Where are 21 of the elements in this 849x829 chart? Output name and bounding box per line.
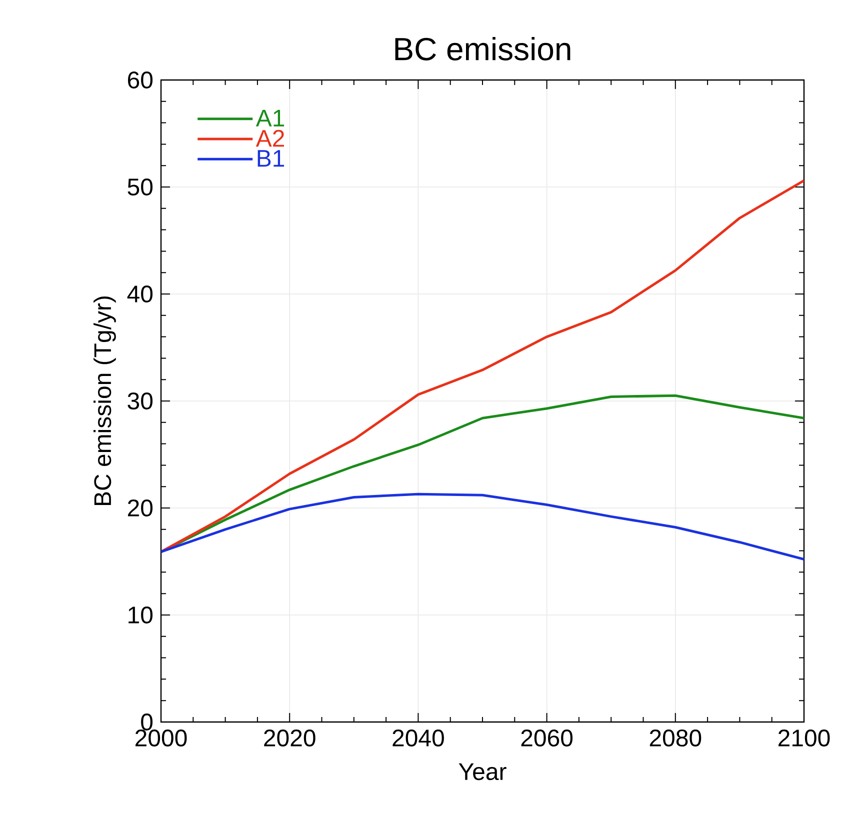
x-tick-label: 2060 [521,730,573,747]
y-axis-title: BC emission (Tg/yr) [94,296,116,506]
x-tick-label: 2100 [778,730,830,747]
y-tick-label: 30 [128,392,153,410]
y-tick-label: 60 [128,72,153,88]
y-tick-label: 40 [127,286,153,302]
x-axis-title: Year [458,763,506,780]
line-series [161,492,804,561]
line-series [161,179,804,554]
legend-label: B1 [258,150,284,167]
x-tick-label: 2000 [136,730,187,747]
legend-label: A2 [256,130,284,147]
y-tick-label: 0 [141,713,153,730]
chart-title: BC emission [395,36,570,60]
x-tick-label: 2040 [392,730,444,747]
x-tick-label: 2020 [264,730,316,747]
legend-label: A1 [256,110,284,126]
y-tick-label: 20 [128,500,153,516]
y-tick-label: 50 [128,178,153,196]
y-tick-label: 10 [128,606,153,624]
x-tick-label: 2080 [650,730,702,747]
